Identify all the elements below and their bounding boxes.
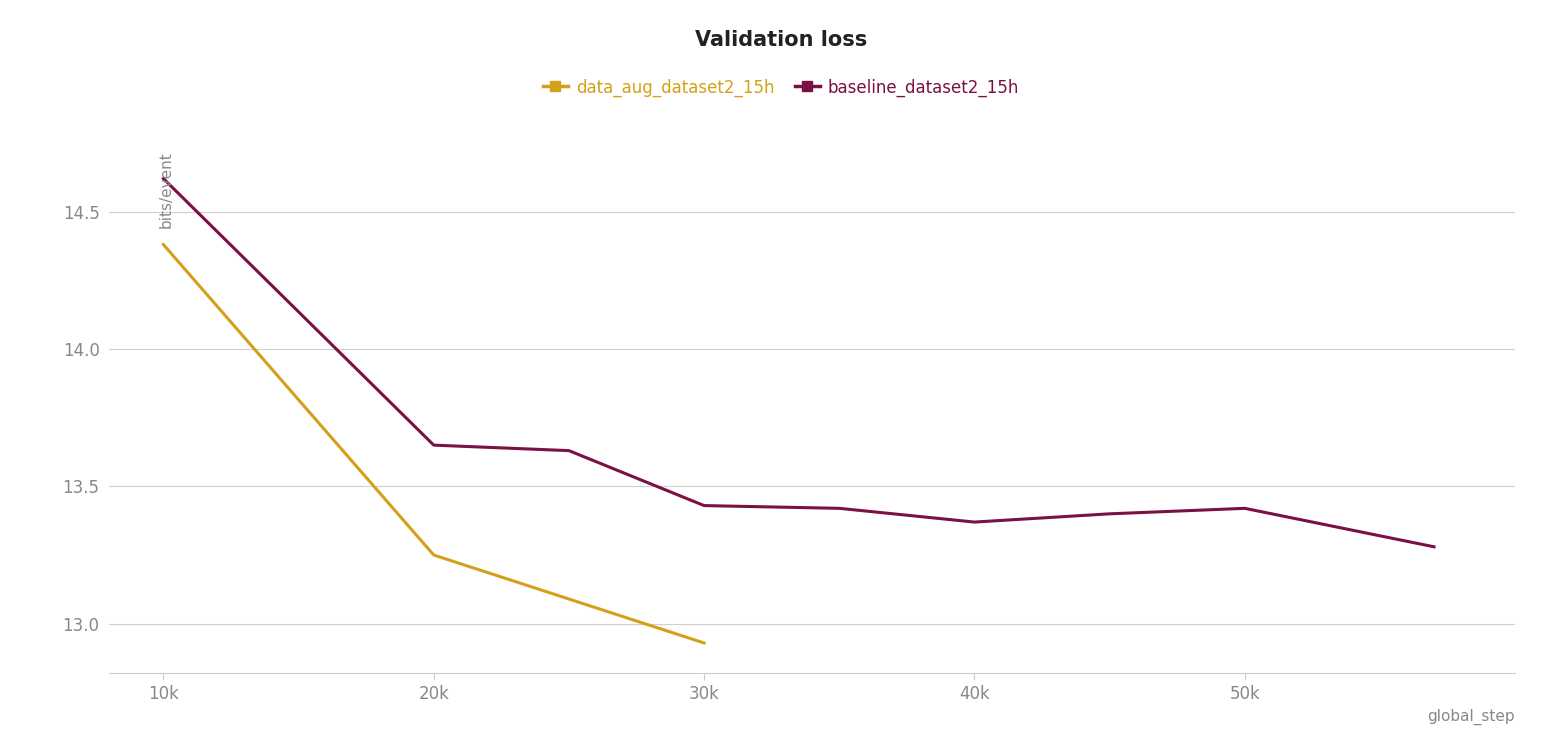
baseline_dataset2_15h: [1425, 542, 1443, 551]
Text: Validation loss: Validation loss: [695, 30, 867, 50]
data_aug_dataset2_15h: [425, 551, 444, 560]
baseline_dataset2_15h: [155, 174, 173, 183]
X-axis label: global_step: global_step: [1428, 708, 1515, 725]
baseline_dataset2_15h: [1236, 504, 1254, 513]
Line: data_aug_dataset2_15h: data_aug_dataset2_15h: [164, 245, 704, 643]
baseline_dataset2_15h: [559, 446, 578, 455]
baseline_dataset2_15h: [1100, 509, 1118, 518]
data_aug_dataset2_15h: [155, 240, 173, 249]
baseline_dataset2_15h: [965, 518, 984, 527]
Line: baseline_dataset2_15h: baseline_dataset2_15h: [164, 179, 1434, 547]
Legend: data_aug_dataset2_15h, baseline_dataset2_15h: data_aug_dataset2_15h, baseline_dataset2…: [536, 72, 1026, 103]
baseline_dataset2_15h: [695, 501, 714, 510]
data_aug_dataset2_15h: [695, 639, 714, 648]
Text: bits/event: bits/event: [159, 151, 173, 227]
baseline_dataset2_15h: [425, 441, 444, 450]
baseline_dataset2_15h: [829, 504, 848, 513]
